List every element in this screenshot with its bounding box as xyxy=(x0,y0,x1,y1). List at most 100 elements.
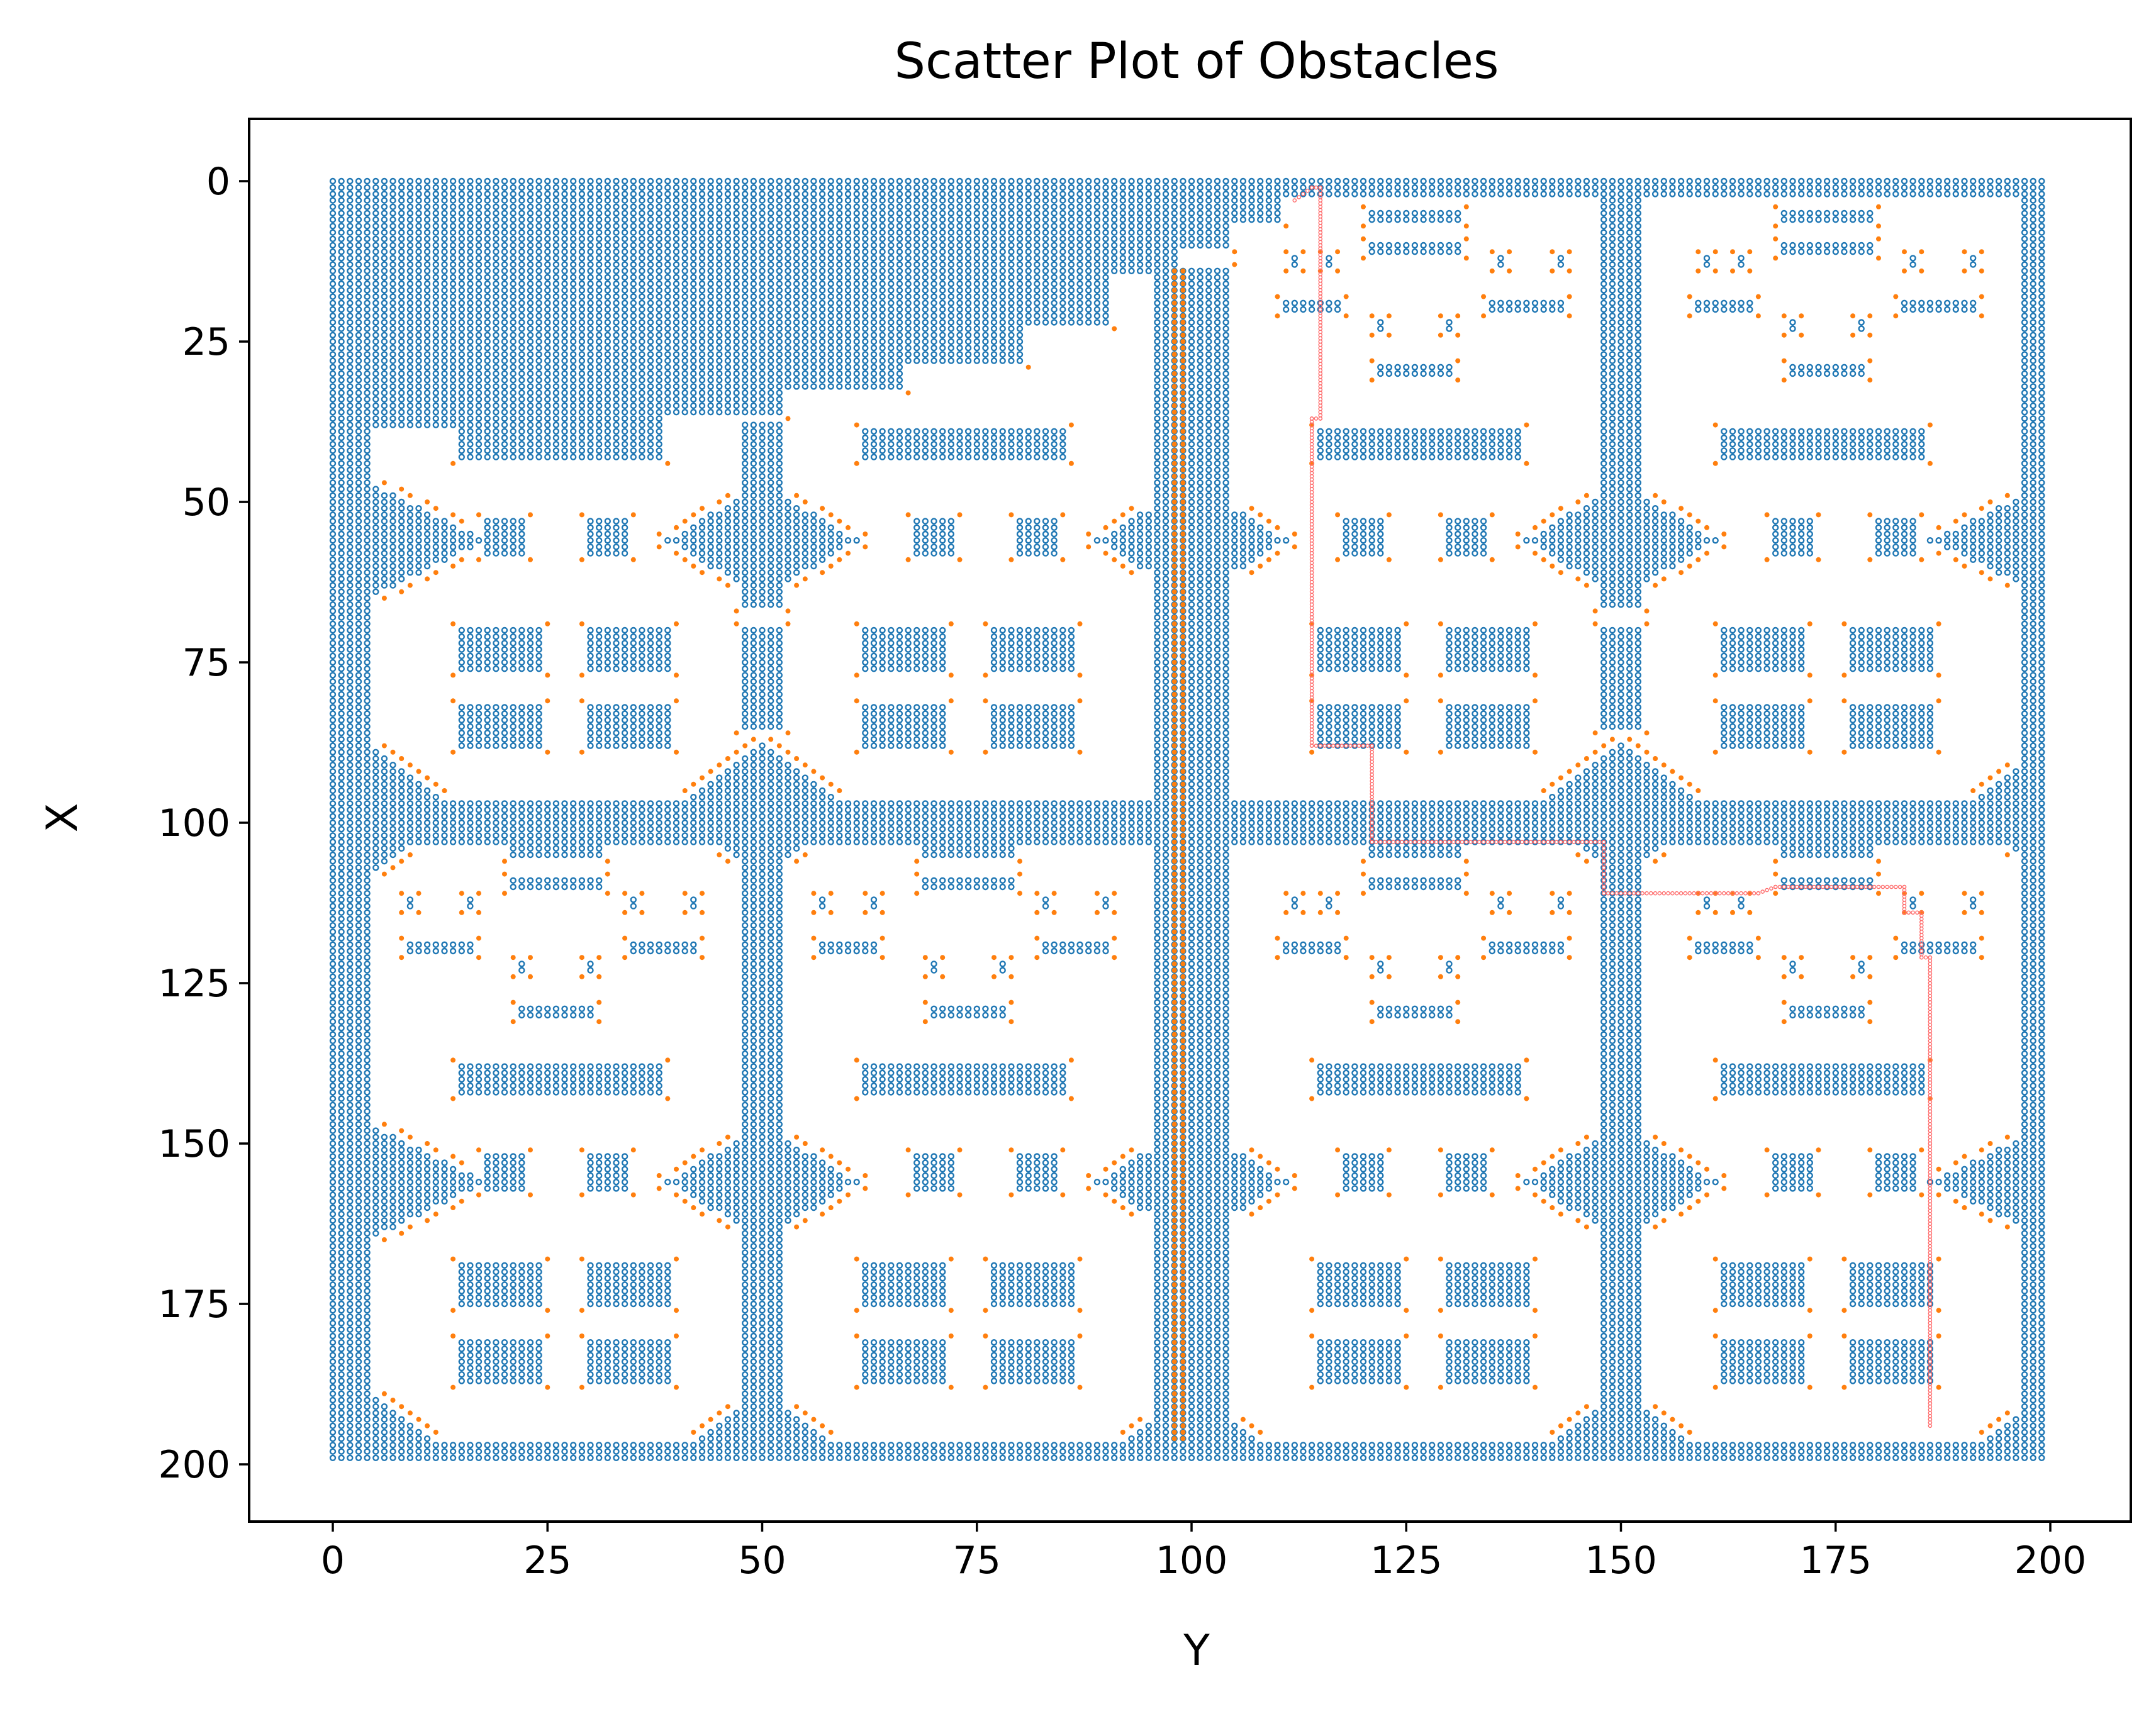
obstacle-point xyxy=(664,665,671,672)
obstacle-point xyxy=(510,293,517,300)
obstacle-point xyxy=(535,1281,542,1288)
obstacle-point xyxy=(415,281,422,287)
obstacle-point xyxy=(458,1371,465,1378)
obstacle-point xyxy=(698,319,706,326)
obstacle-point xyxy=(647,1442,654,1449)
obstacle-point xyxy=(510,415,517,422)
obstacle-point xyxy=(398,364,405,370)
obstacle-point xyxy=(587,729,594,737)
obstacle-point xyxy=(338,896,345,903)
obstacle-point xyxy=(329,537,337,544)
obstacle-point xyxy=(372,1191,379,1198)
obstacle-point xyxy=(518,736,525,743)
obstacle-point xyxy=(329,235,337,242)
obstacle-point xyxy=(406,941,414,949)
obstacle-point xyxy=(510,819,517,827)
obstacle-point xyxy=(613,345,620,352)
obstacle-point xyxy=(544,1089,551,1096)
obstacle-point xyxy=(681,537,688,544)
obstacle-point xyxy=(475,267,483,274)
obstacle-point xyxy=(493,177,500,185)
obstacle-point xyxy=(329,1384,337,1391)
obstacle-point xyxy=(664,646,671,653)
obstacle-point xyxy=(750,1044,757,1051)
obstacle-point xyxy=(381,370,388,377)
obstacle-point xyxy=(690,203,697,210)
obstacle-point xyxy=(372,524,379,531)
obstacle-point xyxy=(364,941,371,949)
obstacle-point xyxy=(467,742,474,749)
obstacle-point xyxy=(484,357,491,364)
obstacle-point xyxy=(432,819,439,827)
obstacle-point xyxy=(698,242,706,249)
obstacle-point xyxy=(347,1364,354,1372)
obstacle-point xyxy=(518,261,525,268)
obstacle-point xyxy=(423,248,431,255)
obstacle-point xyxy=(423,235,431,242)
obstacle-point xyxy=(673,1442,680,1449)
obstacle-point xyxy=(406,1442,414,1449)
obstacle-point xyxy=(329,415,337,422)
obstacle-point xyxy=(423,409,431,416)
obstacle-point xyxy=(493,1185,500,1192)
obstacle-point xyxy=(613,351,620,358)
obstacle-point xyxy=(681,261,688,268)
obstacle-point xyxy=(750,325,757,332)
obstacle-point xyxy=(406,389,414,396)
obstacle-point xyxy=(587,704,594,711)
obstacle-point xyxy=(630,659,637,666)
obstacle-point xyxy=(389,364,396,370)
obstacle-point xyxy=(441,293,448,300)
obstacle-point xyxy=(544,255,551,262)
obstacle-point xyxy=(355,447,362,454)
obstacle-point xyxy=(690,543,697,550)
obstacle-point xyxy=(630,184,637,191)
obstacle-point xyxy=(544,447,551,454)
obstacle-point xyxy=(338,1210,345,1218)
obstacle-point xyxy=(355,479,362,486)
obstacle-point xyxy=(501,704,508,711)
obstacle-point xyxy=(355,755,362,762)
obstacle-point xyxy=(484,1345,491,1352)
obstacle-point xyxy=(596,319,603,326)
obstacle-point xyxy=(741,1057,749,1064)
obstacle-point xyxy=(527,274,534,281)
obstacle-point xyxy=(707,177,714,185)
obstacle-point xyxy=(406,1435,414,1442)
obstacle-point xyxy=(681,274,688,281)
obstacle-point xyxy=(415,235,422,242)
obstacle-point xyxy=(398,1204,405,1211)
obstacle-point xyxy=(596,665,603,672)
obstacle-point xyxy=(733,562,740,570)
obstacle-point xyxy=(630,903,637,910)
obstacle-point xyxy=(587,338,594,345)
obstacle-point xyxy=(449,281,457,287)
obstacle-point xyxy=(389,838,396,845)
obstacle-point xyxy=(347,1044,354,1051)
obstacle-point xyxy=(587,800,594,807)
obstacle-point xyxy=(484,248,491,255)
obstacle-point xyxy=(338,267,345,274)
obstacle-point xyxy=(510,1082,517,1089)
obstacle-point xyxy=(355,1428,362,1436)
obstacle-point xyxy=(347,582,354,589)
obstacle-point xyxy=(364,1352,371,1359)
obstacle-point xyxy=(372,235,379,242)
obstacle-point xyxy=(724,1428,732,1436)
obstacle-point xyxy=(604,428,611,435)
obstacle-point xyxy=(621,396,628,403)
obstacle-point xyxy=(449,1185,457,1192)
obstacle-point xyxy=(355,338,362,345)
obstacle-point xyxy=(510,883,517,891)
obstacle-point xyxy=(741,1114,749,1122)
obstacle-point xyxy=(656,941,662,949)
obstacle-point xyxy=(329,434,337,442)
obstacle-point xyxy=(493,659,500,666)
obstacle-point xyxy=(664,729,671,737)
obstacle-point xyxy=(355,1448,362,1455)
obstacle-point xyxy=(458,338,465,345)
obstacle-point xyxy=(518,434,525,442)
obstacle-point xyxy=(561,800,568,807)
obstacle-point xyxy=(639,447,645,454)
obstacle-point xyxy=(364,396,371,403)
